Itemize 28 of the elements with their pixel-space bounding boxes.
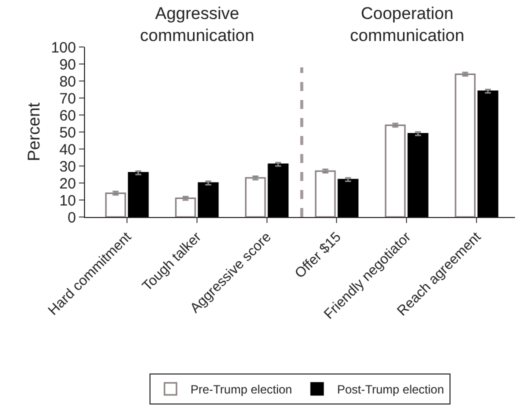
y-axis-title: Percent bbox=[24, 102, 44, 162]
bar bbox=[198, 182, 219, 217]
y-tick-label: 30 bbox=[59, 158, 76, 176]
bar bbox=[268, 164, 289, 217]
text: Cooperation communication bbox=[350, 4, 464, 46]
y-tick-label: 60 bbox=[59, 107, 76, 124]
bar bbox=[384, 124, 406, 217]
bar bbox=[408, 132, 428, 217]
y-tick-label: 0 bbox=[68, 209, 76, 226]
y-tick-label: 20 bbox=[59, 175, 76, 192]
bar bbox=[454, 73, 476, 217]
y-tick-label: 40 bbox=[59, 141, 76, 158]
y-tick-label: 70 bbox=[59, 90, 76, 108]
bar bbox=[314, 170, 336, 217]
bar bbox=[338, 178, 358, 217]
bar bbox=[105, 192, 126, 217]
legend-label: Pre-Trump election bbox=[190, 382, 292, 397]
y-tick-label: 90 bbox=[59, 56, 76, 74]
bar bbox=[478, 90, 498, 217]
bar bbox=[128, 172, 149, 217]
y-tick-label: 80 bbox=[59, 73, 76, 90]
bar bbox=[175, 198, 196, 217]
y-tick-label: 50 bbox=[59, 124, 76, 142]
bar bbox=[245, 177, 266, 217]
text: Aggressive communication bbox=[140, 4, 254, 46]
y-tick-label: 100 bbox=[50, 39, 76, 56]
y-tick-label: 10 bbox=[59, 192, 76, 210]
legend-label: Post-Trump election bbox=[337, 382, 444, 397]
